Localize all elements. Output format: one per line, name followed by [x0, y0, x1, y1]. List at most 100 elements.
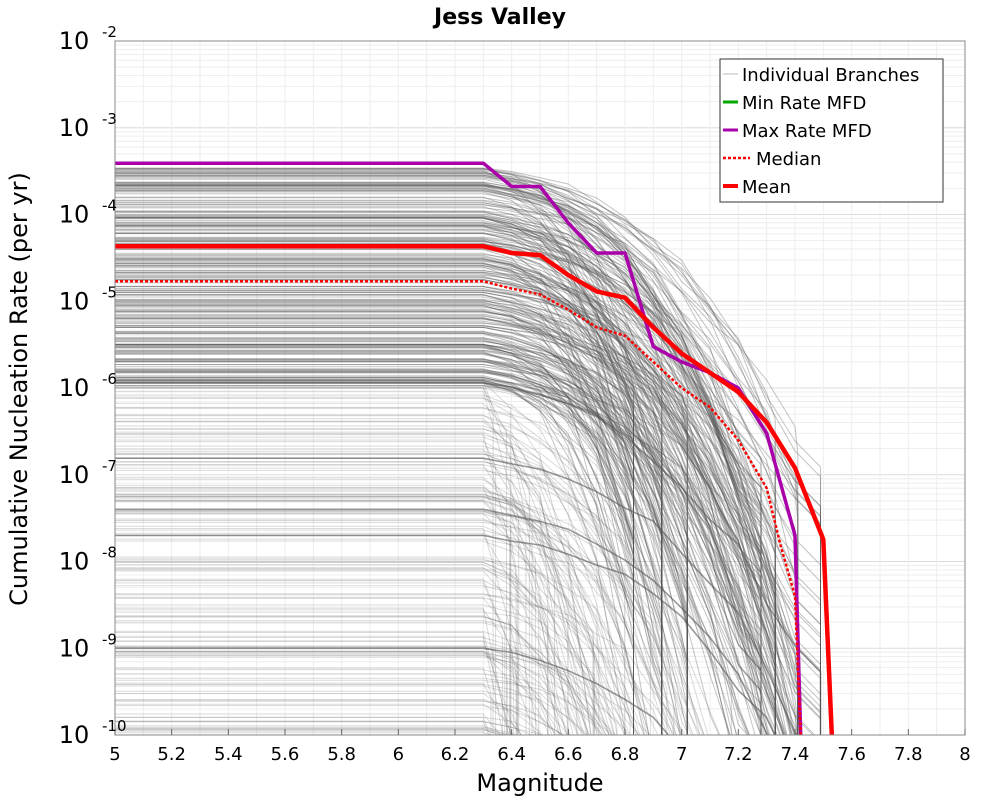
branch-line: [115, 593, 686, 735]
branch-line: [115, 217, 797, 735]
branch-line: [115, 721, 543, 735]
x-tick-label: 8: [959, 744, 970, 765]
branch-line: [115, 484, 562, 735]
branch-line: [115, 311, 688, 735]
branch-line: [115, 176, 762, 735]
branch-line: [115, 340, 663, 735]
branch-line: [115, 183, 776, 735]
branch-line: [115, 199, 762, 735]
branch-line: [115, 360, 650, 735]
x-tick-label: 7.4: [781, 744, 810, 765]
branch-line: [115, 479, 594, 735]
series-max-line: [115, 161, 803, 735]
branch-line: [115, 372, 688, 735]
branch-line: [115, 508, 769, 735]
branch-line: [115, 291, 634, 735]
branch-line: [115, 189, 821, 735]
y-tick-label: 10 -3: [59, 110, 117, 142]
branch-line: [115, 684, 570, 735]
x-tick-label: 7.8: [894, 744, 923, 765]
branch-line: [115, 616, 563, 735]
branch-line: [115, 387, 731, 735]
branch-line: [115, 288, 821, 735]
branch-line: [115, 497, 637, 735]
branch-line: [115, 700, 558, 735]
branch-line: [115, 168, 663, 735]
branch-line: [115, 380, 688, 735]
branch-line: [115, 495, 650, 735]
y-tick-base: 10: [59, 201, 90, 229]
x-tick-label: 6.2: [441, 744, 470, 765]
branch-line: [115, 534, 776, 735]
chart-title: Jess Valley: [432, 5, 566, 30]
y-tick-base: 10: [59, 461, 90, 489]
branch-line: [115, 729, 505, 735]
branch-line: [115, 487, 517, 735]
branch-line: [115, 513, 511, 735]
branch-line: [115, 347, 762, 735]
branch-line: [115, 361, 634, 735]
branch-line: [115, 172, 821, 735]
branch-line: [115, 725, 509, 735]
branch-line: [115, 377, 821, 735]
branch-line: [115, 339, 634, 735]
branch-line: [115, 213, 688, 735]
branch-line: [115, 349, 756, 735]
branch-line: [115, 325, 821, 735]
branch-line: [115, 705, 565, 735]
branch-line: [115, 640, 522, 735]
y-tick-base: 10: [59, 721, 90, 749]
branch-line: [115, 685, 590, 735]
branch-line: [115, 337, 663, 735]
branch-line: [115, 453, 600, 735]
branch-line: [115, 313, 821, 735]
branch-line: [115, 258, 788, 735]
branch-line: [115, 370, 634, 735]
branch-line: [115, 169, 776, 735]
x-tick-label: 7.6: [837, 744, 866, 765]
branch-line: [115, 377, 663, 735]
branch-line: [115, 352, 663, 735]
branch-line: [115, 298, 762, 735]
branch-line: [115, 229, 762, 735]
branch-line: [115, 597, 506, 735]
branch-line: [115, 174, 762, 735]
branch-line: [115, 182, 776, 735]
branch-line: [115, 204, 821, 735]
branch-line: [115, 369, 785, 735]
branch-line: [115, 278, 762, 735]
branch-line: [115, 232, 634, 735]
branch-line: [115, 327, 634, 735]
branch-line: [115, 305, 775, 735]
branch-line: [115, 567, 578, 735]
branch-line: [115, 311, 663, 735]
branch-line: [115, 170, 776, 735]
branch-line: [115, 337, 663, 735]
branch-line: [115, 464, 527, 735]
branch-line: [115, 418, 569, 735]
y-tick-base: 10: [59, 548, 90, 576]
y-tick-exponent: -2: [102, 23, 117, 41]
branch-line: [115, 510, 589, 735]
individual-branches: [115, 167, 822, 735]
branch-line: [115, 561, 588, 735]
branch-line: [115, 270, 821, 735]
branch-line: [115, 654, 550, 735]
branch-line: [115, 277, 663, 735]
branch-line: [115, 344, 663, 735]
branch-line: [115, 216, 792, 735]
branch-line: [115, 202, 663, 735]
branch-line: [115, 303, 776, 735]
branch-line: [115, 196, 663, 735]
branch-line: [115, 299, 688, 735]
branch-line: [115, 266, 663, 735]
branch-line: [115, 346, 688, 735]
branch-line: [115, 264, 663, 735]
branch-line: [115, 304, 634, 735]
branch-line: [115, 490, 612, 735]
branch-line: [115, 651, 508, 735]
branch-line: [115, 273, 776, 735]
branch-line: [115, 364, 748, 735]
plot-frame: [114, 40, 966, 736]
branch-line: [115, 495, 639, 735]
